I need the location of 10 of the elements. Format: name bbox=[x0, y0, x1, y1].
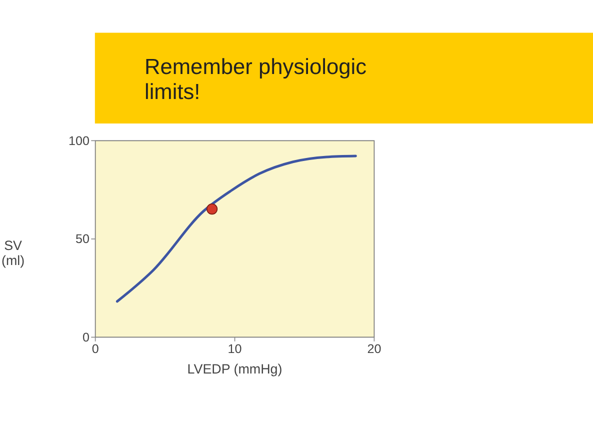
y-tick-label: 100 bbox=[68, 134, 90, 148]
x-tick-label: 10 bbox=[228, 342, 242, 356]
x-axis-title: LVEDP (mmHg) bbox=[187, 361, 282, 376]
chart-title: Remember physiologic limits! bbox=[144, 54, 367, 104]
x-tick-label: 20 bbox=[367, 342, 382, 356]
x-tick-label: 0 bbox=[92, 342, 99, 356]
y-tick-label: 50 bbox=[75, 232, 90, 246]
y-tick-label: 0 bbox=[82, 330, 90, 344]
y-axis-title: SV (ml) bbox=[1, 238, 25, 268]
line-series bbox=[116, 154, 357, 303]
